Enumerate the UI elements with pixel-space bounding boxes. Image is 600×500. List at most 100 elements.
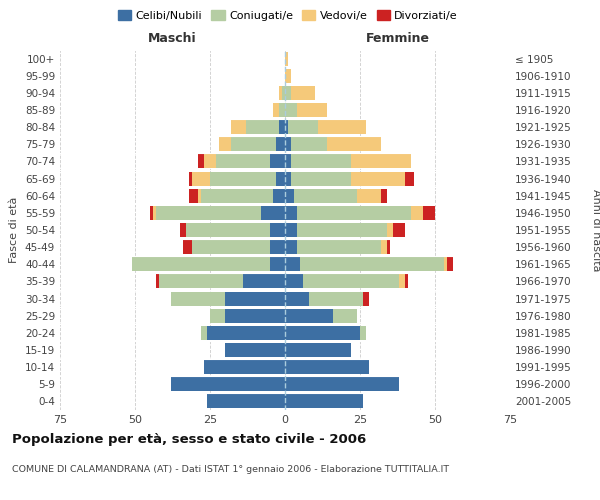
Bar [285,378,399,392]
Bar [207,394,285,408]
Bar [192,172,210,185]
Bar [285,52,288,66]
Bar [183,240,192,254]
Bar [207,326,285,340]
Text: COMUNE DI CALAMANDRANA (AT) - Dati ISTAT 1° gennaio 2006 - Elaborazione TUTTITAL: COMUNE DI CALAMANDRANA (AT) - Dati ISTAT… [12,466,449,474]
Bar [291,172,351,185]
Bar [171,378,285,392]
Text: Popolazione per età, sesso e stato civile - 2006: Popolazione per età, sesso e stato civil… [12,432,366,446]
Bar [231,120,246,134]
Bar [186,223,270,237]
Bar [405,172,414,185]
Bar [225,292,285,306]
Bar [132,258,270,272]
Bar [288,120,318,134]
Bar [243,274,285,288]
Bar [285,103,297,117]
Bar [387,223,393,237]
Bar [333,308,357,322]
Bar [363,292,369,306]
Bar [357,188,381,202]
Bar [294,188,357,202]
Bar [156,274,159,288]
Bar [171,292,225,306]
Bar [159,274,243,288]
Bar [291,86,315,100]
Bar [270,154,285,168]
Bar [189,188,198,202]
Bar [279,86,282,100]
Bar [279,120,285,134]
Bar [153,206,156,220]
Bar [285,326,360,340]
Bar [285,394,363,408]
Bar [285,292,309,306]
Text: Femmine: Femmine [365,32,430,45]
Bar [297,103,327,117]
Bar [423,206,435,220]
Text: Maschi: Maschi [148,32,197,45]
Bar [285,68,291,82]
Bar [318,120,366,134]
Bar [309,292,363,306]
Bar [297,240,381,254]
Bar [291,138,327,151]
Bar [273,103,279,117]
Bar [225,343,285,357]
Bar [285,172,291,185]
Bar [225,308,285,322]
Bar [210,308,225,322]
Y-axis label: Anni di nascita: Anni di nascita [591,188,600,271]
Bar [201,326,207,340]
Bar [360,326,366,340]
Bar [282,86,285,100]
Bar [231,138,276,151]
Bar [297,223,387,237]
Bar [216,154,270,168]
Bar [291,154,351,168]
Bar [303,274,399,288]
Bar [399,274,405,288]
Bar [297,206,411,220]
Bar [180,223,186,237]
Bar [204,360,285,374]
Legend: Celibi/Nubili, Coniugati/e, Vedovi/e, Divorziati/e: Celibi/Nubili, Coniugati/e, Vedovi/e, Di… [113,6,463,25]
Bar [246,120,279,134]
Bar [189,172,192,185]
Bar [270,240,285,254]
Bar [285,258,300,272]
Bar [411,206,423,220]
Bar [444,258,447,272]
Bar [270,223,285,237]
Bar [285,274,303,288]
Bar [285,120,288,134]
Y-axis label: Fasce di età: Fasce di età [10,197,19,263]
Bar [285,308,333,322]
Bar [198,154,204,168]
Bar [192,240,270,254]
Bar [381,188,387,202]
Bar [351,172,405,185]
Bar [327,138,381,151]
Bar [285,154,291,168]
Bar [285,86,291,100]
Bar [210,172,276,185]
Bar [279,103,285,117]
Bar [261,206,285,220]
Bar [381,240,387,254]
Bar [447,258,453,272]
Bar [201,188,273,202]
Bar [273,188,285,202]
Bar [150,206,153,220]
Bar [285,360,369,374]
Bar [270,258,285,272]
Bar [198,188,201,202]
Bar [300,258,444,272]
Bar [285,188,294,202]
Bar [285,138,291,151]
Bar [204,154,216,168]
Bar [351,154,411,168]
Bar [393,223,405,237]
Bar [285,206,297,220]
Bar [219,138,231,151]
